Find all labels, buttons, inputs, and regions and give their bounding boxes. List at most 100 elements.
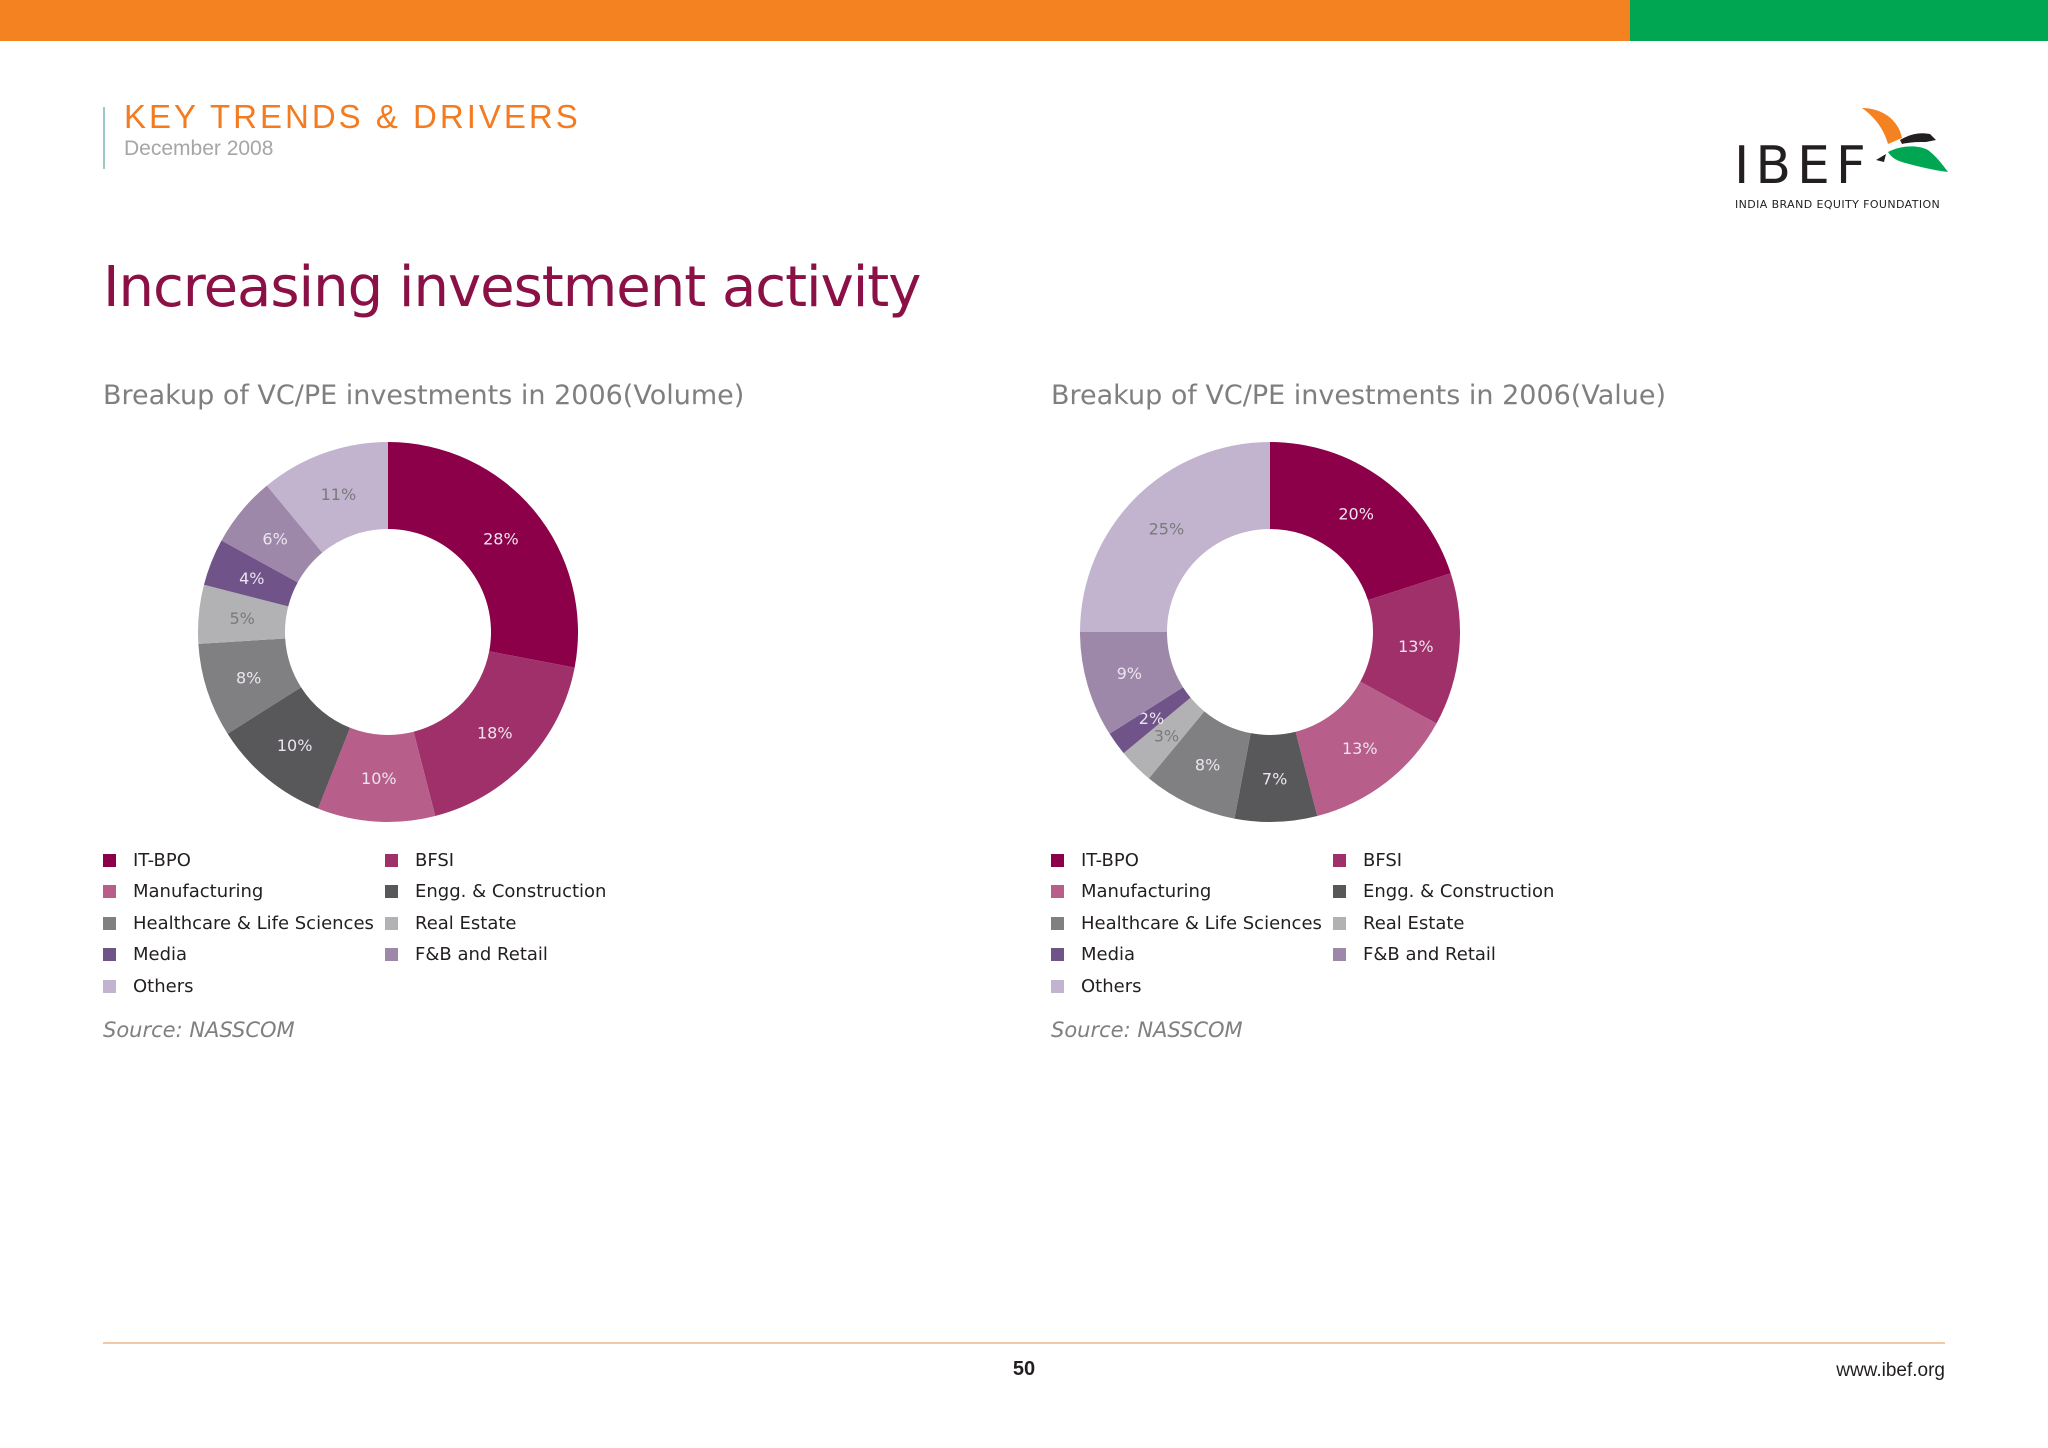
legend-item-engg-and-construction: Engg. & Construction — [385, 878, 606, 906]
legend-label: IT-BPO — [133, 849, 191, 871]
legend-item-it-bpo: IT-BPO — [1051, 846, 1139, 874]
legend-swatch — [1051, 885, 1064, 899]
slice-label-media: 4% — [239, 569, 264, 588]
slice-label-healthcare-and-life-sciences: 8% — [1195, 756, 1220, 775]
legend-swatch — [103, 853, 116, 867]
legend-item-healthcare-and-life-sciences: Healthcare & Life Sciences — [1051, 909, 1322, 937]
legend-swatch — [1051, 916, 1064, 930]
legend-swatch — [385, 853, 398, 867]
slice-label-bfsi: 13% — [1398, 637, 1434, 656]
slice-label-real-estate: 3% — [1154, 727, 1179, 746]
legend-label: Engg. & Construction — [415, 881, 607, 903]
slice-label-manufacturing: 10% — [361, 769, 397, 788]
legend-swatch — [1051, 979, 1064, 993]
legend-item-media: Media — [103, 941, 187, 969]
slice-it-bpo — [388, 442, 578, 668]
slice-label-media: 2% — [1139, 709, 1164, 728]
donut-chart-volume: 28% 18% 10% 10% 8% 5% 4% 6% 11% — [198, 442, 578, 822]
slice-engg-and-construction — [1234, 731, 1318, 822]
slice-healthcare-and-life-sciences — [198, 638, 302, 734]
legend-item-real-estate: Real Estate — [385, 909, 517, 937]
slice-others — [266, 442, 388, 553]
legend-swatch — [385, 885, 398, 899]
legend-label: Media — [1081, 944, 1136, 966]
legend-value: IT-BPO BFSI Manufacturing Engg. & Construct… — [1051, 846, 1611, 1006]
legend-swatch — [103, 979, 116, 993]
slice-label-fandb-and-retail: 9% — [1117, 664, 1142, 683]
legend-swatch — [1051, 948, 1064, 962]
legend-item-manufacturing: Manufacturing — [1051, 878, 1211, 906]
slice-label-others: 11% — [321, 485, 357, 504]
slice-manufacturing — [1295, 681, 1437, 817]
legend-label: F&B and Retail — [415, 944, 548, 966]
slice-manufacturing — [318, 727, 436, 822]
donut-chart-value: 20% 13% 13% 7% 8% 3%2% 9% 25% — [1080, 442, 1460, 822]
legend-label: Others — [1081, 975, 1142, 997]
legend-label: BFSI — [415, 849, 455, 871]
slice-healthcare-and-life-sciences — [1148, 711, 1251, 819]
slice-bfsi — [413, 651, 575, 817]
legend-item-fandb-and-retail: F&B and Retail — [1333, 941, 1496, 969]
top-bar-orange — [0, 0, 1630, 41]
slice-label-engg-and-construction: 7% — [1262, 769, 1287, 788]
ibef-logo: IBEF INDIA BRAND EQUITY FOUNDATION — [1730, 100, 1950, 212]
legend-label: F&B and Retail — [1363, 944, 1496, 966]
slice-it-bpo — [1270, 442, 1451, 601]
legend-item-bfsi: BFSI — [1333, 846, 1402, 874]
logo-text: IBEF — [1734, 136, 1872, 196]
legend-item-others: Others — [1051, 972, 1142, 1000]
legend-swatch — [103, 948, 116, 962]
legend-label: Real Estate — [415, 912, 517, 934]
bird-icon — [1862, 108, 1948, 172]
slice-bfsi — [1360, 573, 1460, 724]
legend-swatch — [385, 948, 398, 962]
slice-real-estate — [198, 584, 289, 644]
slice-label-it-bpo: 28% — [483, 530, 519, 549]
page-number: 50 — [1012, 1358, 1036, 1380]
slice-media — [203, 540, 298, 607]
legend-swatch — [103, 916, 116, 930]
slice-label-it-bpo: 20% — [1338, 504, 1374, 523]
logo-subtitle: INDIA BRAND EQUITY FOUNDATION — [1735, 198, 1941, 211]
legend-label: Manufacturing — [1081, 881, 1212, 903]
legend-volume: IT-BPO BFSI Manufacturing Engg. & Construct… — [103, 846, 663, 1006]
chart-title-value: Breakup of VC/PE investments in 2006(Val… — [1051, 380, 1667, 411]
slice-others — [1080, 442, 1270, 632]
legend-item-media: Media — [1051, 941, 1135, 969]
slice-real-estate — [1123, 697, 1205, 779]
section-date: December 2008 — [124, 137, 274, 160]
source-value: Source: NASSCOM — [1051, 1018, 1243, 1042]
legend-label: Real Estate — [1363, 912, 1465, 934]
legend-item-it-bpo: IT-BPO — [103, 846, 191, 874]
slice-label-engg-and-construction: 10% — [277, 736, 313, 755]
legend-label: Engg. & Construction — [1363, 881, 1555, 903]
chart-title-volume: Breakup of VC/PE investments in 2006(Vol… — [103, 380, 745, 411]
legend-label: Manufacturing — [133, 881, 264, 903]
legend-label: BFSI — [1363, 849, 1403, 871]
legend-item-real-estate: Real Estate — [1333, 909, 1465, 937]
legend-item-bfsi: BFSI — [385, 846, 454, 874]
legend-label: Healthcare & Life Sciences — [133, 912, 374, 934]
slice-label-others: 25% — [1149, 519, 1185, 538]
slice-label-real-estate: 5% — [229, 609, 254, 628]
legend-item-manufacturing: Manufacturing — [103, 878, 263, 906]
footer-divider — [103, 1342, 1945, 1344]
header-divider — [103, 107, 105, 169]
legend-label: Others — [133, 975, 194, 997]
website-link[interactable]: www.ibef.org — [1836, 1360, 1945, 1381]
top-bar-green — [1630, 0, 2048, 41]
slice-engg-and-construction — [227, 687, 351, 809]
legend-swatch — [1333, 853, 1346, 867]
slice-fandb-and-retail — [221, 485, 323, 583]
page-title: Increasing investment activity — [103, 255, 921, 320]
slice-media — [1109, 687, 1191, 754]
legend-swatch — [1333, 885, 1346, 899]
legend-item-fandb-and-retail: F&B and Retail — [385, 941, 548, 969]
slice-label-fandb-and-retail: 6% — [262, 530, 287, 549]
legend-swatch — [103, 885, 116, 899]
slice-label-manufacturing: 13% — [1342, 739, 1378, 758]
legend-item-others: Others — [103, 972, 194, 1000]
legend-swatch — [1051, 853, 1064, 867]
legend-label: IT-BPO — [1081, 849, 1139, 871]
legend-swatch — [385, 916, 398, 930]
